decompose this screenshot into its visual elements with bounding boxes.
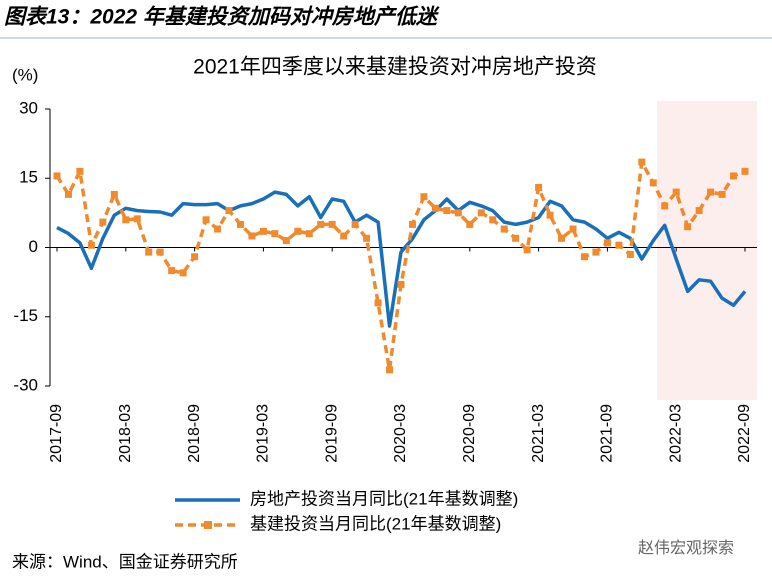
y-tick-label: 15 [19,168,38,187]
point-marker [707,188,715,196]
y-tick-label: -15 [13,306,38,325]
point-marker [294,227,302,235]
point-marker [500,225,508,233]
point-marker [156,248,164,256]
point-marker [489,216,497,224]
point-marker [615,241,623,249]
point-marker [317,220,325,228]
point-marker [87,241,95,249]
point-marker [328,220,336,228]
point-marker [672,188,680,196]
x-tick-label: 2022-09 [736,404,753,463]
point-marker [730,172,738,180]
x-tick-label: 2019-03 [255,404,272,463]
point-marker [741,167,749,175]
point-marker [420,193,428,201]
point-marker [202,216,210,224]
point-marker [64,190,72,198]
point-marker [592,248,600,256]
x-tick-label: 2019-09 [323,404,340,463]
point-marker [603,239,611,247]
y-tick-label: 30 [19,98,38,117]
point-marker [431,204,439,212]
point-marker [443,207,451,215]
point-marker [466,220,474,228]
legend-label: 基建投资当月同比(21年基数调整) [250,514,501,533]
x-tick-label: 2018-09 [186,404,203,463]
point-marker [282,237,290,245]
point-marker [626,250,634,258]
x-tick-label: 2017-09 [48,404,65,463]
point-marker [684,223,692,231]
point-marker [305,230,313,238]
point-marker [638,158,646,166]
x-tick-label: 2018-03 [117,404,134,463]
point-marker [580,253,588,261]
point-marker [248,232,256,240]
source: 来源：Wind、国金证券研究所 [12,552,238,571]
point-marker [340,232,348,240]
point-marker [477,209,485,217]
point-marker [191,253,199,261]
point-marker [512,234,520,242]
series-line [56,190,747,328]
point-marker [99,218,107,226]
point-marker [53,172,61,180]
point-marker [523,246,531,254]
x-tick-label: 2020-09 [461,404,478,463]
point-marker [718,190,726,198]
point-marker [535,183,543,191]
y-tick-label: 0 [29,237,38,256]
x-tick-label: 2022-03 [667,404,684,463]
y-tick-label: -30 [13,375,38,394]
x-tick-label: 2021-09 [599,404,616,463]
chart-title: 2021年四季度以来基建投资对冲房地产投资 [193,56,597,79]
point-marker [145,248,153,256]
point-marker [546,211,554,219]
point-marker [363,234,371,242]
point-marker [76,167,84,175]
point-marker [259,227,267,235]
watermark: 赵伟宏观探索 [638,539,734,557]
point-marker [374,299,382,307]
point-marker [695,207,703,215]
legend-marker [204,521,212,529]
point-marker [236,220,244,228]
x-tick-label: 2020-03 [392,404,409,463]
point-marker [351,220,359,228]
point-marker [214,225,222,233]
point-marker [225,207,233,215]
point-marker [558,234,566,242]
point-marker [133,215,141,223]
point-marker [179,269,187,277]
point-marker [168,267,176,275]
point-marker [397,280,405,288]
point-marker [110,190,118,198]
point-marker [386,366,394,374]
legend-label: 房地产投资当月同比(21年基数调整) [250,489,518,508]
point-marker [454,209,462,217]
point-marker [271,230,279,238]
point-marker [661,202,669,210]
point-marker [122,216,130,224]
point-marker [569,225,577,233]
header-title: 图表13：2022 年基建投资加码对冲房地产低迷 [4,5,440,29]
series-line [55,160,746,372]
point-marker [408,220,416,228]
x-tick-label: 2021-03 [530,404,547,463]
point-marker [649,179,657,187]
y-axis-label: (%) [12,65,38,84]
